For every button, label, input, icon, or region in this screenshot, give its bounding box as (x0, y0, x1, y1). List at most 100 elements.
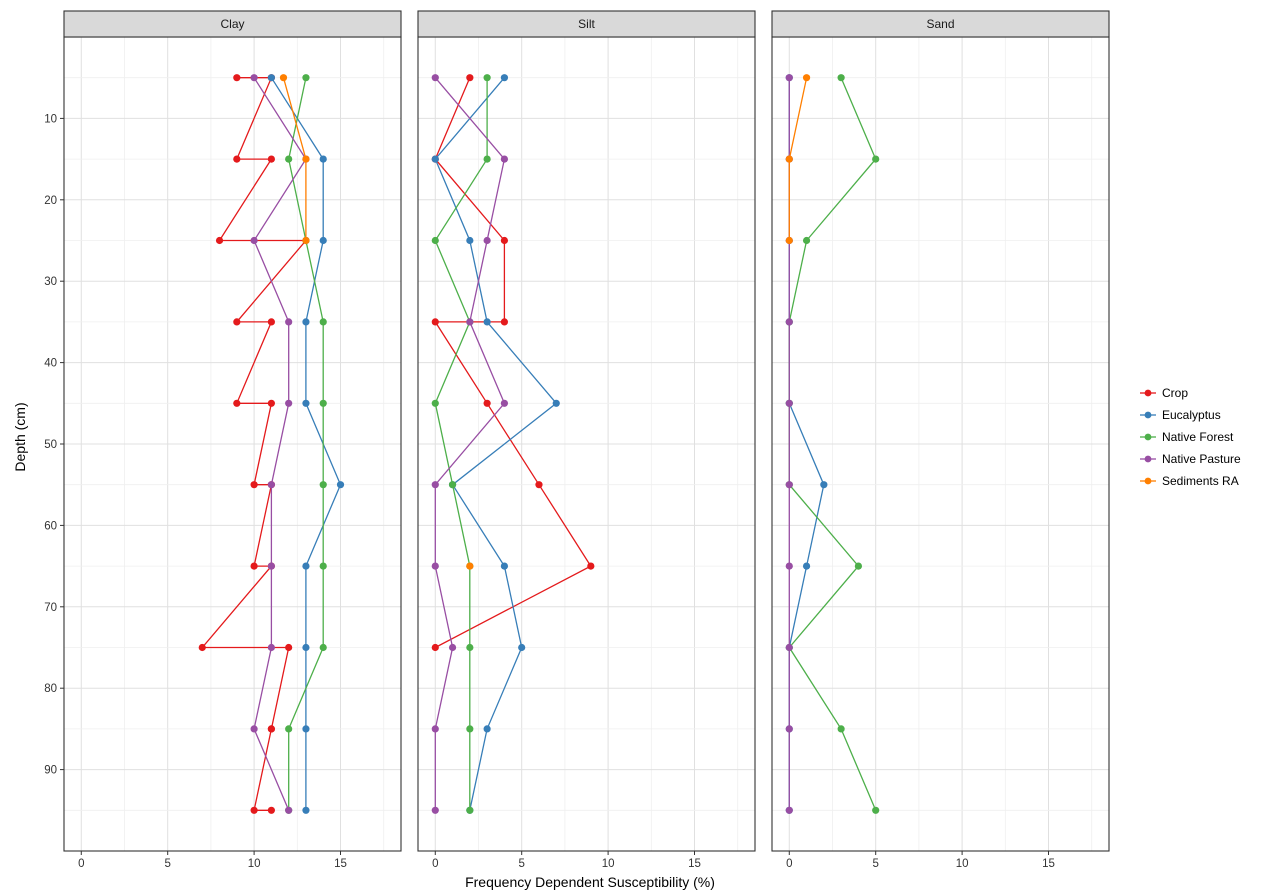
data-point-crop (500, 318, 509, 326)
data-point-native-pasture (431, 481, 439, 489)
data-point-native-pasture (285, 399, 293, 407)
series-line-native-pasture (434, 77, 506, 811)
data-point-native-forest (466, 806, 474, 814)
data-point-native-pasture (431, 74, 439, 82)
y-tick-label: 20 (44, 195, 57, 207)
data-point-native-forest (319, 643, 327, 652)
data-point-native-forest (802, 236, 811, 245)
data-point-eucalyptus (336, 481, 345, 489)
y-tick-label: 30 (44, 276, 57, 288)
data-point-eucalyptus (552, 399, 560, 407)
data-point-eucalyptus (302, 643, 310, 652)
data-point-native-forest (872, 806, 880, 814)
data-point-native-pasture (285, 806, 293, 814)
data-point-crop (500, 236, 509, 245)
data-point-native-forest (872, 155, 880, 163)
legend-key-point (1144, 411, 1152, 419)
data-point-eucalyptus (431, 155, 439, 163)
data-point-native-forest (319, 399, 327, 407)
data-point-eucalyptus (500, 562, 509, 570)
data-point-crop (431, 643, 439, 652)
data-point-native-forest (431, 236, 439, 245)
facet-strip (63, 10, 402, 38)
legend-key-point (1144, 433, 1152, 441)
data-point-sediments-ra (466, 562, 474, 570)
x-tick-label: 5 (164, 858, 170, 870)
x-tick-label: 5 (872, 858, 878, 870)
data-point-native-pasture (250, 236, 258, 245)
data-point-native-pasture (785, 725, 793, 733)
data-point-native-forest (285, 725, 293, 733)
data-point-native-forest (448, 481, 457, 489)
legend-item-eucalyptus: Eucalyptus (1140, 408, 1221, 422)
data-point-eucalyptus (302, 562, 310, 570)
data-point-native-forest (285, 155, 293, 163)
data-point-native-forest (319, 562, 327, 570)
data-point-native-pasture (785, 481, 793, 489)
panel-sand: Sand 0 5 10 15 (771, 10, 1110, 870)
data-point-native-pasture (500, 399, 509, 407)
data-point-eucalyptus (802, 562, 811, 570)
data-point-native-pasture (267, 481, 275, 489)
data-point-crop (233, 318, 241, 326)
data-point-native-forest (319, 318, 327, 326)
data-point-native-forest (837, 74, 845, 82)
data-point-eucalyptus (466, 236, 474, 245)
data-point-native-pasture (250, 74, 258, 82)
x-tick-label: 15 (688, 858, 701, 870)
y-tick-label: 10 (44, 113, 57, 125)
data-point-crop (233, 155, 241, 163)
data-point-crop (483, 399, 491, 407)
data-point-crop (285, 643, 293, 652)
legend-item-crop: Crop (1140, 386, 1188, 400)
legend-label: Native Forest (1162, 430, 1234, 444)
legend-label: Crop (1162, 386, 1188, 400)
data-point-crop (233, 399, 241, 407)
x-tick-label: 0 (432, 858, 438, 870)
data-point-native-pasture (431, 806, 439, 814)
y-tick-label: 40 (44, 358, 57, 370)
data-point-crop (250, 481, 258, 489)
x-tick-label: 5 (518, 858, 524, 870)
data-point-eucalyptus (518, 643, 526, 652)
data-point-eucalyptus (302, 725, 310, 733)
data-point-native-forest (483, 74, 491, 82)
data-point-sediments-ra (785, 155, 793, 163)
data-point-eucalyptus (319, 236, 327, 245)
legend-label: Native Pasture (1162, 452, 1241, 466)
data-point-crop (198, 643, 206, 652)
data-point-native-forest (302, 74, 310, 82)
x-tick-label: 15 (1042, 858, 1055, 870)
legend-key-point (1144, 477, 1152, 485)
data-point-crop (215, 236, 224, 245)
data-point-native-forest (466, 643, 474, 652)
x-tick-label: 10 (602, 858, 615, 870)
y-tick-label: 60 (44, 520, 57, 532)
series-line-native-forest (288, 77, 324, 811)
data-point-crop (267, 155, 275, 163)
facet-label: Sand (926, 17, 954, 31)
data-point-sediments-ra (302, 155, 310, 163)
panel-silt: Silt 0 5 10 15 (417, 10, 756, 870)
data-point-crop (267, 806, 275, 814)
data-point-native-forest (319, 481, 327, 489)
data-point-crop (535, 481, 543, 489)
legend-item-sediments-ra: Sediments RA (1140, 474, 1239, 488)
data-point-native-pasture (785, 562, 793, 570)
data-point-crop (431, 318, 439, 326)
data-point-eucalyptus (483, 725, 491, 733)
y-tick-label: 50 (44, 439, 57, 451)
data-point-eucalyptus (302, 399, 310, 407)
data-point-native-pasture (785, 806, 793, 814)
data-point-crop (267, 725, 275, 733)
data-point-eucalyptus (500, 74, 509, 82)
x-tick-label: 15 (334, 858, 347, 870)
legend-key-point (1144, 455, 1152, 463)
data-point-sediments-ra (279, 74, 288, 82)
series-line-native-pasture (253, 77, 307, 811)
data-point-sediments-ra (802, 74, 811, 82)
data-point-crop (587, 562, 595, 570)
data-point-sediments-ra (302, 236, 310, 245)
data-point-native-pasture (466, 318, 474, 326)
data-point-crop (233, 74, 241, 82)
